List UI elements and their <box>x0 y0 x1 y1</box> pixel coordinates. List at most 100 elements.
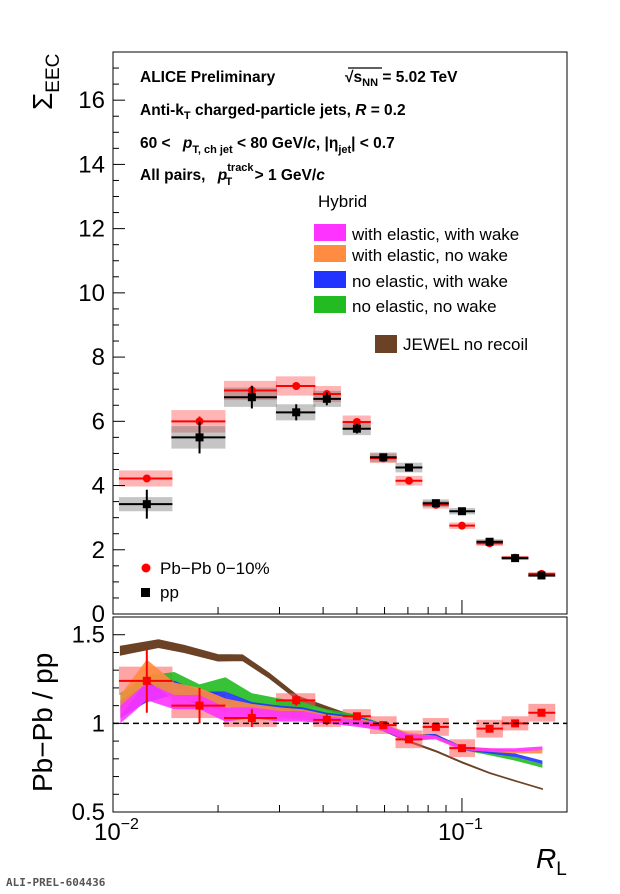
bottom-data-layer <box>118 639 556 790</box>
top-y-tick-label: 14 <box>78 151 105 178</box>
legend-label-4: no elastic, no wake <box>352 297 497 316</box>
ann-r-val: = 0.2 <box>366 102 405 119</box>
x-title-sub: L <box>556 859 567 880</box>
x-title-main: R <box>536 843 556 874</box>
pbpb-point <box>292 381 301 390</box>
x-tick-exp-2: −1 <box>465 816 483 833</box>
top-y-tick-label: 2 <box>92 537 105 564</box>
pp-point <box>195 433 204 442</box>
ratio-point <box>292 696 301 705</box>
top-y-tick-label: 10 <box>78 280 105 307</box>
x-tick-base-1: 10 <box>94 819 121 846</box>
ratio-point <box>379 721 388 730</box>
top-y-axis-title: ΣEEC <box>27 54 64 110</box>
pp-point <box>247 393 256 402</box>
ann-pt: p <box>182 135 192 152</box>
top-y-tick-label: 0 <box>92 601 105 628</box>
ratio-point <box>537 708 546 717</box>
legend-marker-pbpb <box>141 563 151 573</box>
pbpb-point <box>404 476 413 485</box>
legend-label-pbpb: Pb−Pb 0−10% <box>160 559 270 578</box>
ann-track-sup: track <box>227 162 254 174</box>
pbpb-point <box>457 521 466 530</box>
pp-point <box>322 394 331 403</box>
ratio-point <box>352 712 361 721</box>
ann-all-pairs: All pairs, <box>140 167 210 184</box>
ann-alice-preliminary: ALICE Preliminary <box>140 69 276 86</box>
top-plot-frame <box>112 51 568 615</box>
legend-swatch-3 <box>314 271 346 288</box>
ratio-point <box>485 724 494 733</box>
pp-point <box>457 507 466 516</box>
ann-jets: charged-particle jets, <box>191 102 356 119</box>
legend-marker-pp <box>141 588 150 597</box>
pp-point <box>511 554 520 563</box>
ann-c1: c <box>307 135 316 152</box>
legend-label-2: with elastic, no wake <box>351 246 508 265</box>
annotation-line-2: Anti-kT charged-particle jets, R = 0.2 <box>140 102 406 122</box>
annotation-block: ALICE Preliminary √sNN = 5.02 TeV Anti-k… <box>140 67 458 188</box>
pp-point <box>537 571 546 580</box>
ann-eta-sub: jet <box>337 144 351 156</box>
bottom-y-tick-label: 0.5 <box>72 799 105 826</box>
ratio-point <box>195 701 204 710</box>
annotation-line-3: 60 < pT, ch jet < 80 GeV/c, |ηjet| < 0.7 <box>140 135 395 156</box>
ratio-point <box>247 714 256 723</box>
top-data-layer <box>118 376 556 580</box>
top-y-tick-label: 12 <box>78 216 105 243</box>
jewel-ratio-band <box>119 639 543 790</box>
legend-label-jewel: JEWEL no recoil <box>403 335 528 354</box>
hybrid-band-1 <box>120 682 543 752</box>
legend-swatch-4 <box>314 296 346 313</box>
pbpb-point <box>142 474 151 483</box>
legend-swatch-jewel <box>375 335 397 353</box>
x-tick-label-1e-2: 10−2 <box>94 816 139 846</box>
annotation-line-1: ALICE Preliminary √sNN = 5.02 TeV <box>140 69 458 89</box>
ann-eta-cut: | < 0.7 <box>351 135 395 152</box>
bottom-y-tick-label: 1 <box>92 710 105 737</box>
x-tick-exp-1: −2 <box>121 816 139 833</box>
legend-label-pp: pp <box>160 583 179 602</box>
ann-antikt: Anti-k <box>140 102 184 119</box>
legend-label-1: with elastic, with wake <box>351 225 519 244</box>
legend-swatch-2 <box>314 245 346 262</box>
bottom-y-axis-title: Pb−Pb / pp <box>27 653 58 792</box>
y-title-sub: EEC <box>43 54 64 93</box>
ann-track-cut: > 1 GeV/ <box>250 167 317 184</box>
ann-nn-sub: NN <box>362 77 378 89</box>
pp-point <box>292 408 301 417</box>
pp-point <box>431 499 440 508</box>
pbpb-point <box>352 417 361 426</box>
pp-point <box>379 453 388 462</box>
ratio-point <box>404 735 413 744</box>
model-legend: Hybrid with elastic, with wake with elast… <box>314 192 528 354</box>
data-legend: Pb−Pb 0−10% pp <box>141 559 270 602</box>
legend-header: Hybrid <box>318 192 367 211</box>
ann-pt-hi: < 80 GeV/ <box>233 135 308 152</box>
annotation-line-4: All pairs, ptrack T > 1 GeV/c <box>140 162 325 188</box>
legend-swatch-1 <box>314 224 346 241</box>
ratio-point <box>142 676 151 685</box>
y-title-main: Σ <box>27 93 58 110</box>
bottom-panel: 0.511.5 Pb−Pb / pp 10−2 10−1 RL <box>27 616 568 880</box>
pp-point <box>404 463 413 472</box>
ann-r: R <box>355 102 367 119</box>
pp-point <box>142 500 151 509</box>
ann-c2: c <box>316 167 325 184</box>
x-tick-base-2: 10 <box>438 819 465 846</box>
ann-t-sub: T <box>184 110 191 122</box>
bottom-axes: 0.5 1 1.5 <box>72 622 568 826</box>
pp-point <box>352 424 361 433</box>
ratio-point <box>431 722 440 731</box>
ann-pt-lo: 60 < <box>140 135 175 152</box>
top-y-tick-label: 4 <box>92 473 105 500</box>
bottom-y-tick-label: 1.5 <box>72 622 105 649</box>
top-y-tick-label: 8 <box>92 344 105 371</box>
top-y-tick-label: 6 <box>92 408 105 435</box>
ratio-point <box>457 744 466 753</box>
x-axis-title: RL <box>536 843 567 880</box>
x-tick-label-1e-1: 10−1 <box>438 816 483 846</box>
ann-track-sub: T <box>226 176 233 188</box>
top-axes: 0 2 4 6 8 10 12 14 16 <box>78 51 568 628</box>
